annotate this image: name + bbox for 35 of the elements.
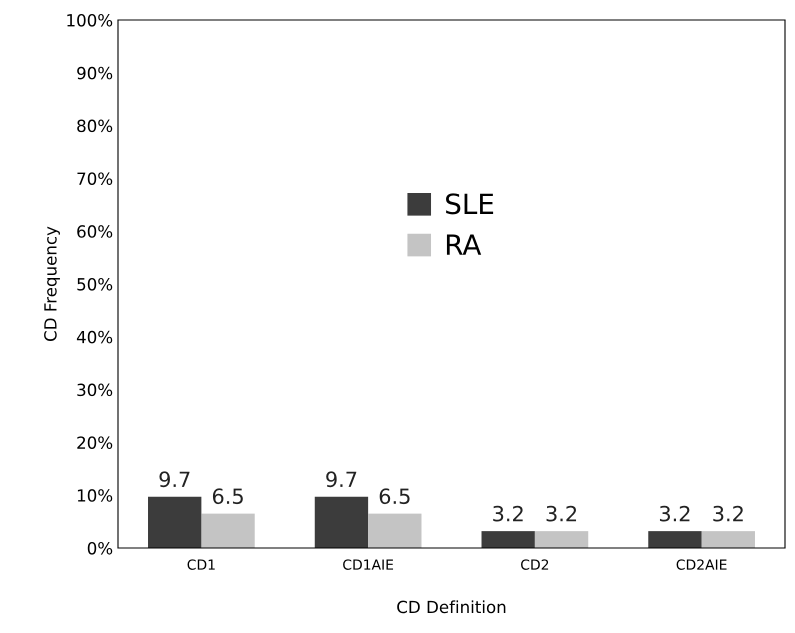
bar — [148, 496, 202, 548]
y-tick-label: 50% — [77, 278, 112, 291]
bar — [648, 531, 702, 548]
x-tick-label: CD2AIE — [676, 559, 727, 570]
y-axis-title: CD Frequency — [44, 226, 60, 341]
y-tick-label: 100% — [67, 14, 112, 27]
bar — [314, 496, 368, 548]
y-tick-label: 20% — [77, 436, 112, 449]
data-label: 3.2 — [546, 506, 576, 522]
y-tick-label: 60% — [77, 225, 112, 238]
y-tick-label: 90% — [77, 66, 112, 80]
bar — [702, 531, 755, 548]
x-tick-label: CD1AIE — [343, 559, 394, 570]
x-tick-label: CD2 — [521, 559, 548, 570]
y-tick-label: 30% — [77, 384, 112, 396]
y-tick-label: 70% — [77, 172, 112, 185]
data-label: 3.2 — [493, 506, 523, 522]
bar — [534, 531, 588, 548]
data-label: 6.5 — [212, 488, 243, 504]
y-tick-label: 80% — [77, 120, 112, 132]
y-tick-label: 0% — [88, 542, 112, 555]
x-axis-title: CD Definition — [397, 600, 506, 614]
bar — [368, 514, 422, 548]
data-label: 3.2 — [660, 506, 690, 522]
bar — [482, 531, 535, 548]
data-label: 3.2 — [713, 506, 743, 522]
y-tick-label: 40% — [76, 330, 112, 344]
data-label: 9.7 — [159, 471, 190, 488]
y-tick-label: 10% — [78, 489, 112, 502]
bar — [201, 514, 255, 548]
legend-label: SLE — [446, 193, 494, 214]
data-label: 9.7 — [326, 471, 356, 488]
legend-label: RA — [446, 234, 482, 255]
x-tick-label: CD1 — [188, 559, 215, 570]
data-label: 6.5 — [380, 488, 410, 504]
